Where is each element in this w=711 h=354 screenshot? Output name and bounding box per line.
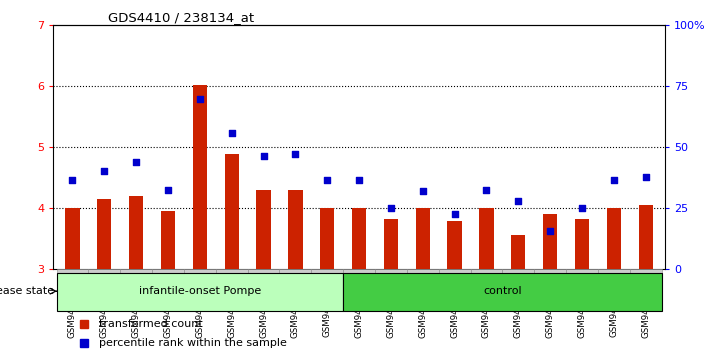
Point — [385, 205, 397, 211]
Point — [162, 187, 173, 193]
Text: GDS4410 / 238134_at: GDS4410 / 238134_at — [108, 11, 255, 24]
Text: GSM947466: GSM947466 — [514, 285, 523, 338]
Text: GSM947463: GSM947463 — [418, 285, 427, 338]
Point — [449, 211, 460, 217]
Bar — [184, 269, 215, 301]
Text: GSM947477: GSM947477 — [259, 285, 268, 338]
Bar — [511, 235, 525, 269]
Bar — [352, 208, 366, 269]
Text: GSM947479: GSM947479 — [323, 285, 332, 337]
Text: GSM947473: GSM947473 — [132, 285, 141, 338]
Text: GSM947471: GSM947471 — [68, 285, 77, 338]
Text: GSM947468: GSM947468 — [577, 285, 587, 338]
Bar — [56, 273, 343, 312]
Text: infantile-onset Pompe: infantile-onset Pompe — [139, 286, 261, 296]
Text: GSM947475: GSM947475 — [196, 285, 204, 338]
Bar — [534, 269, 566, 301]
Text: GSM947467: GSM947467 — [545, 285, 555, 338]
Bar — [503, 269, 534, 301]
Bar — [288, 190, 302, 269]
Bar — [257, 190, 271, 269]
Text: GSM947469: GSM947469 — [609, 285, 619, 337]
Bar — [566, 269, 598, 301]
Bar — [375, 269, 407, 301]
Bar — [97, 199, 112, 269]
Bar — [416, 208, 430, 269]
Bar — [606, 208, 621, 269]
Bar — [447, 221, 461, 269]
Point — [353, 178, 365, 183]
Bar — [598, 269, 630, 301]
Bar — [193, 85, 207, 269]
Bar — [320, 208, 334, 269]
Point — [640, 175, 651, 180]
Point — [130, 159, 141, 165]
Bar — [384, 219, 398, 269]
Bar — [479, 208, 493, 269]
Text: GSM947472: GSM947472 — [100, 285, 109, 338]
Bar — [439, 269, 471, 301]
Bar — [129, 196, 144, 269]
Point — [226, 131, 237, 136]
Bar — [543, 214, 557, 269]
Point — [481, 187, 492, 193]
Bar — [638, 205, 653, 269]
Text: percentile rank within the sample: percentile rank within the sample — [100, 338, 287, 348]
Bar — [152, 269, 184, 301]
Text: GSM947470: GSM947470 — [641, 285, 650, 338]
Point — [608, 178, 619, 183]
Bar — [343, 269, 375, 301]
Text: GSM947474: GSM947474 — [164, 285, 173, 338]
Point — [67, 178, 78, 183]
Bar — [343, 273, 662, 312]
Bar — [471, 269, 503, 301]
Bar — [247, 269, 279, 301]
Text: transformed count: transformed count — [100, 319, 203, 329]
Bar — [215, 269, 247, 301]
Bar — [311, 269, 343, 301]
Point — [417, 188, 429, 194]
Bar — [120, 269, 152, 301]
Point — [321, 178, 333, 183]
Text: GSM947478: GSM947478 — [291, 285, 300, 338]
Bar — [161, 211, 175, 269]
Point — [577, 205, 588, 211]
Bar — [574, 219, 589, 269]
Point — [513, 198, 524, 204]
Point — [99, 169, 110, 174]
Text: GSM947464: GSM947464 — [450, 285, 459, 338]
Text: GSM947461: GSM947461 — [355, 285, 363, 338]
Text: control: control — [483, 286, 522, 296]
Text: disease state: disease state — [0, 286, 54, 296]
Bar — [65, 208, 80, 269]
Bar — [225, 154, 239, 269]
Bar — [88, 269, 120, 301]
Point — [289, 152, 301, 157]
Bar — [630, 269, 662, 301]
Point — [258, 153, 269, 159]
Text: GSM947462: GSM947462 — [386, 285, 395, 338]
Text: GSM947476: GSM947476 — [228, 285, 236, 338]
Bar — [279, 269, 311, 301]
Bar — [56, 269, 88, 301]
Point — [194, 96, 205, 102]
Bar — [407, 269, 439, 301]
Text: GSM947465: GSM947465 — [482, 285, 491, 338]
Point — [545, 228, 556, 234]
